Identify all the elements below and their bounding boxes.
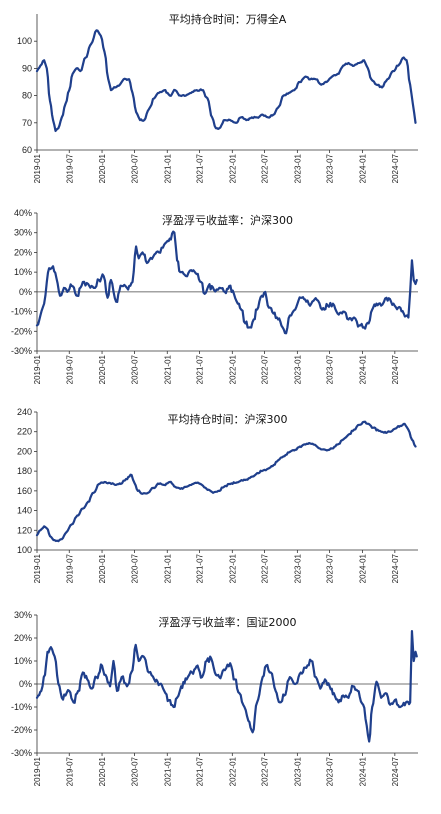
y-tick-label: 20%	[14, 247, 32, 257]
series-line	[35, 420, 417, 543]
y-tick-label: -10%	[11, 702, 32, 712]
x-tick-label: 2019-07	[65, 756, 74, 786]
y-tick-label: -30%	[11, 346, 32, 356]
x-tick-label: 2021-01	[163, 354, 172, 384]
y-tick-label: 80	[22, 91, 32, 101]
x-tick-label: 2024-01	[358, 756, 367, 786]
chart-title: 浮盈浮亏收益率：沪深300	[162, 213, 293, 227]
chart-title: 平均持仓时间：万得全A	[169, 12, 287, 26]
y-tick-label: -30%	[11, 748, 32, 758]
x-tick-label: 2024-07	[391, 553, 400, 583]
chart-title: 平均持仓时间：沪深300	[168, 412, 288, 426]
chart-2: 浮盈浮亏收益率：沪深300 -30% -20% -10% 0% 10% 20% 30% 40% 2…	[11, 208, 418, 384]
x-tick-label: 2020-01	[98, 756, 107, 786]
y-tick-label: 160	[17, 486, 32, 496]
x-tick-label: 2019-01	[33, 153, 42, 183]
x-tick-label: 2020-07	[130, 756, 139, 786]
series-line	[35, 230, 418, 335]
y-tick-label: 40%	[14, 208, 32, 218]
y-tick-label: 240	[17, 407, 32, 417]
x-tick-label: 2020-07	[130, 553, 139, 583]
x-tick-label: 2022-07	[261, 756, 270, 786]
y-tick-label: 100	[17, 36, 32, 46]
x-tick-label: 2022-01	[228, 756, 237, 786]
x-tick-label: 2019-01	[33, 756, 42, 786]
y-tick-label: 60	[22, 145, 32, 155]
x-tick-label: 2020-01	[98, 354, 107, 384]
y-tick-label: 30%	[14, 610, 32, 620]
x-tick-label: 2022-01	[228, 553, 237, 583]
chart-4: 浮盈浮亏收益率：国证2000 -30% -20% -10% 0% 10% 20% 30% 201…	[11, 610, 418, 786]
x-tick-label: 2022-07	[261, 553, 270, 583]
x-tick-label: 2019-07	[65, 354, 74, 384]
y-tick-label: 10%	[14, 656, 32, 666]
x-tick-label: 2022-01	[228, 153, 237, 183]
x-tick-label: 2023-01	[293, 354, 302, 384]
x-tick-label: 2021-01	[163, 756, 172, 786]
x-tick-label: 2023-07	[326, 153, 335, 183]
y-tick-label: 200	[17, 446, 32, 456]
x-tick-label: 2023-01	[293, 153, 302, 183]
series-line	[35, 29, 417, 133]
x-tick-label: 2021-07	[196, 354, 205, 384]
y-tick-label: 220	[17, 427, 32, 437]
chart-title: 浮盈浮亏收益率：国证2000	[159, 615, 297, 629]
x-tick-label: 2021-07	[196, 553, 205, 583]
x-tick-label: 2020-01	[98, 553, 107, 583]
y-tick-label: -20%	[11, 326, 32, 336]
x-tick-label: 2019-01	[33, 553, 42, 583]
x-tick-label: 2020-07	[130, 153, 139, 183]
x-tick-label: 2024-01	[358, 354, 367, 384]
y-tick-label: 120	[17, 525, 32, 535]
x-tick-label: 2021-07	[196, 756, 205, 786]
y-tick-label: 30%	[14, 228, 32, 238]
chart-1: 平均持仓时间：万得全A 60 70 80 90 100 2019-01 2019-07 2020…	[17, 12, 418, 183]
x-tick-label: 2022-01	[228, 354, 237, 384]
x-tick-label: 2021-01	[163, 153, 172, 183]
x-tick-label: 2024-01	[358, 153, 367, 183]
x-tick-label: 2024-07	[391, 756, 400, 786]
x-tick-label: 2023-07	[326, 756, 335, 786]
x-tick-label: 2023-07	[326, 553, 335, 583]
x-tick-label: 2022-07	[261, 354, 270, 384]
x-tick-label: 2019-07	[65, 553, 74, 583]
y-tick-label: 140	[17, 506, 32, 516]
x-tick-label: 2021-01	[163, 553, 172, 583]
x-tick-label: 2019-01	[33, 354, 42, 384]
chart-3: 平均持仓时间：沪深300 100 120 140 160 180 200 220 240 2019…	[17, 407, 418, 583]
y-tick-label: 100	[17, 545, 32, 555]
x-tick-label: 2021-07	[196, 153, 205, 183]
y-tick-label: -10%	[11, 307, 32, 317]
y-tick-label: 0%	[19, 287, 32, 297]
x-tick-label: 2024-01	[358, 553, 367, 583]
x-tick-label: 2019-07	[65, 153, 74, 183]
x-tick-label: 2024-07	[391, 153, 400, 183]
y-tick-label: 10%	[14, 267, 32, 277]
y-tick-label: 180	[17, 466, 32, 476]
y-tick-label: 70	[22, 118, 32, 128]
x-tick-label: 2024-07	[391, 354, 400, 384]
y-tick-label: 90	[22, 63, 32, 73]
y-tick-label: 20%	[14, 633, 32, 643]
series-line	[35, 630, 418, 743]
x-tick-label: 2020-07	[130, 354, 139, 384]
x-tick-label: 2020-01	[98, 153, 107, 183]
y-tick-label: -20%	[11, 725, 32, 735]
x-tick-label: 2023-01	[293, 553, 302, 583]
y-tick-label: 0%	[19, 679, 32, 689]
x-tick-label: 2022-07	[261, 153, 270, 183]
x-tick-label: 2023-01	[293, 756, 302, 786]
x-tick-label: 2023-07	[326, 354, 335, 384]
